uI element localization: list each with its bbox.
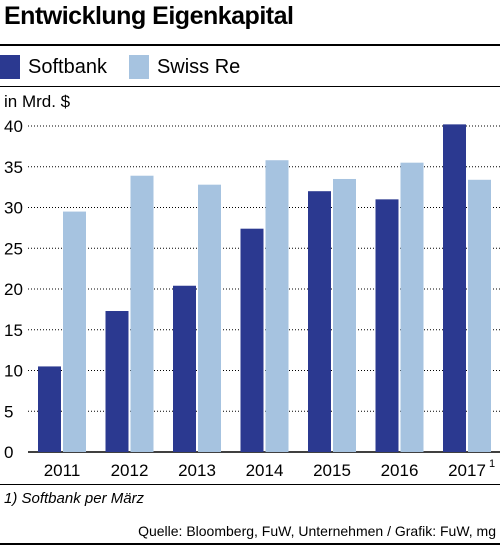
footnote: 1) Softbank per März — [4, 490, 145, 507]
y-tick-label: 0 — [4, 443, 13, 462]
y-tick-label: 25 — [4, 239, 23, 258]
y-tick-label: 10 — [4, 362, 23, 381]
source-credit: Quelle: Bloomberg, FuW, Unternehmen / Gr… — [138, 523, 496, 539]
bar-softbank — [38, 366, 61, 452]
title-rule — [0, 44, 500, 46]
x-tick-label: 2017 — [448, 461, 486, 480]
legend: Softbank Swiss Re — [0, 54, 262, 80]
legend-label-swiss-re: Swiss Re — [156, 55, 241, 78]
y-tick-label: 5 — [4, 402, 13, 421]
legend-label-softbank: Softbank — [28, 55, 107, 78]
bar-swiss-re — [400, 162, 424, 453]
x-tick-label: 2014 — [246, 461, 284, 480]
bar-softbank — [173, 285, 196, 452]
y-tick-label: 40 — [4, 117, 23, 136]
bar-softbank — [105, 311, 129, 452]
x-tick-label: 2016 — [381, 461, 419, 480]
x-tick-label: 2013 — [178, 461, 216, 480]
y-tick-label: 15 — [4, 321, 23, 340]
bar-softbank — [375, 199, 399, 452]
bottom-rule — [0, 543, 500, 545]
bar-softbank — [240, 228, 264, 452]
legend-item-softbank: Softbank — [0, 55, 107, 79]
chart-title: Entwicklung Eigenkapital — [4, 2, 294, 30]
bar-swiss-re — [265, 160, 289, 453]
footnote-rule — [0, 484, 500, 485]
x-tick-label: 2015 — [313, 461, 351, 480]
y-tick-label: 20 — [4, 280, 23, 299]
legend-swatch-softbank — [0, 55, 20, 79]
legend-rule — [0, 86, 500, 87]
bar-chart: 0 5 10 15 20 25 30 35 40 2011 2012 2013 2014 2015 2016… — [4, 117, 500, 480]
bar-swiss-re — [63, 211, 86, 452]
y-tick-label: 30 — [4, 199, 23, 218]
x-tick-label: 2011 — [44, 461, 81, 480]
bar-swiss-re — [130, 175, 154, 452]
y-tick-label: 35 — [4, 158, 23, 177]
bar-swiss-re — [333, 178, 356, 452]
y-axis-unit-label: in Mrd. $ — [4, 92, 71, 111]
legend-item-swiss-re: Swiss Re — [128, 55, 241, 79]
bar-softbank — [308, 191, 331, 452]
bar-swiss-re — [468, 179, 491, 452]
x-tick-footnote-marker: 1 — [489, 458, 495, 470]
x-tick-label: 2012 — [111, 461, 149, 480]
bar-swiss-re — [198, 184, 221, 452]
legend-swatch-swiss-re — [128, 55, 149, 79]
bar-softbank — [443, 124, 466, 453]
